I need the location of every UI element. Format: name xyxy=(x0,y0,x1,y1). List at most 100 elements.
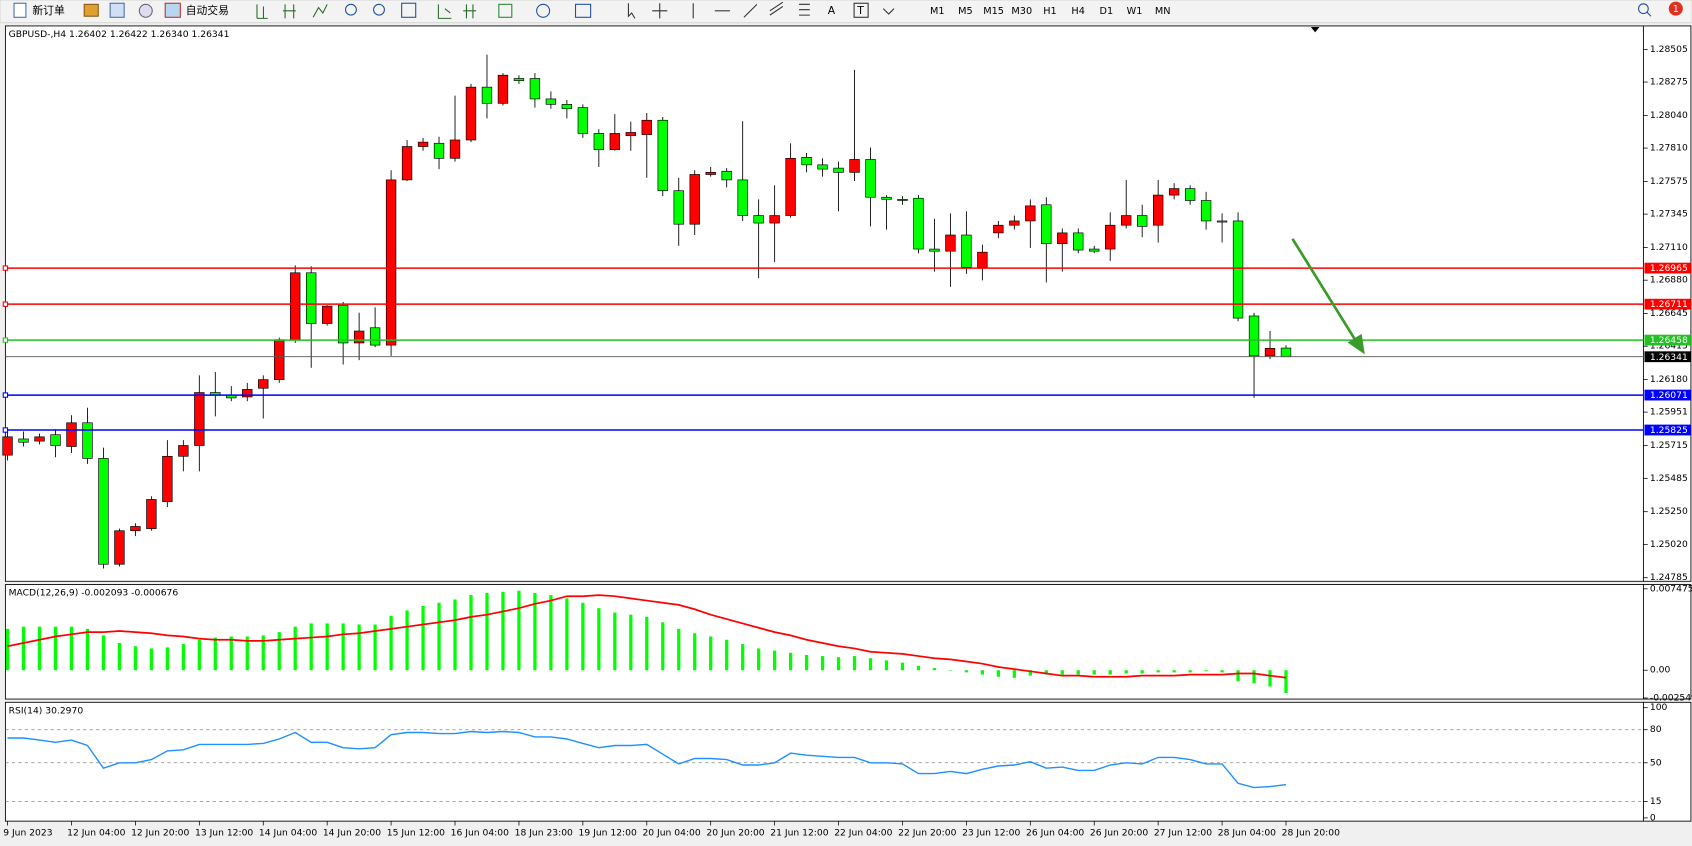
indicator-icon[interactable] xyxy=(498,3,513,18)
candle-body xyxy=(50,434,61,446)
histogram-bar xyxy=(405,610,409,671)
new-order-label[interactable]: 新订单 xyxy=(32,3,65,17)
toolbar-icon[interactable] xyxy=(83,3,99,17)
tile-icon[interactable] xyxy=(401,2,417,18)
zoom-in-icon[interactable] xyxy=(344,3,357,16)
histogram-bar xyxy=(1172,670,1176,673)
candle-body xyxy=(705,172,716,175)
candle-body xyxy=(1089,248,1100,252)
timeframe-button[interactable]: M15 xyxy=(983,6,1004,17)
label-icon[interactable] xyxy=(853,2,869,18)
y-tick-label: 1.28275 xyxy=(1650,77,1688,88)
candle-body xyxy=(833,167,844,173)
level-label-bg xyxy=(1644,262,1691,274)
histogram-bar xyxy=(101,635,106,671)
toolbar-icon[interactable] xyxy=(312,4,328,18)
histogram-bar xyxy=(37,626,42,671)
x-tick-label: 22 Jun 04:00 xyxy=(834,828,892,839)
toolbar-icon[interactable] xyxy=(256,4,268,19)
histogram-bar xyxy=(501,591,505,671)
period-icon[interactable] xyxy=(536,3,551,18)
charts: 1.28505 1.28275 1.28040 1.27810 1.27575 1.273… xyxy=(2,25,1692,839)
histogram-bar xyxy=(804,654,809,671)
histogram-bar xyxy=(1028,670,1032,676)
y-tick-label: 1.25250 xyxy=(1650,506,1688,517)
candle-body xyxy=(993,224,1004,234)
tool-label[interactable]: A xyxy=(828,4,836,17)
y-tick-label: 1.25485 xyxy=(1650,473,1688,484)
candle-body xyxy=(433,142,445,159)
histogram-bar xyxy=(373,624,377,671)
timeframe-button[interactable]: H1 xyxy=(1043,6,1056,17)
cursor-icon[interactable] xyxy=(627,3,636,19)
tool-label[interactable]: T xyxy=(856,4,864,17)
level-label: 1.26965 xyxy=(1650,263,1688,274)
timeframe-button[interactable]: D1 xyxy=(1099,6,1113,17)
new-order-icon[interactable] xyxy=(13,2,27,18)
timeframe-button[interactable]: MN xyxy=(1155,6,1171,17)
histogram-bar xyxy=(485,592,489,671)
toolbar-icon[interactable] xyxy=(282,4,296,19)
auto-trading-label[interactable]: 自动交易 xyxy=(186,3,229,17)
y-tick-label: 1.27575 xyxy=(1650,176,1688,187)
trendline-icon[interactable] xyxy=(743,3,758,18)
candle-body xyxy=(1057,232,1068,244)
candle-body xyxy=(162,455,173,502)
candle-body xyxy=(1105,224,1116,250)
x-tick-label: 14 Jun 20:00 xyxy=(323,828,381,839)
histogram-bar xyxy=(629,614,633,671)
histogram-bar xyxy=(597,608,601,671)
histogram-bar xyxy=(69,626,74,671)
histogram-bar xyxy=(1012,670,1016,678)
timeframe-button[interactable]: W1 xyxy=(1127,6,1143,17)
toolbar-icon[interactable] xyxy=(463,4,477,19)
histogram-bar xyxy=(836,657,841,671)
histogram-bar xyxy=(661,622,665,671)
auto-trading-icon[interactable] xyxy=(164,2,181,18)
histogram-bar xyxy=(1268,670,1272,687)
channel-icon[interactable] xyxy=(769,1,784,16)
candle-body xyxy=(785,157,796,216)
toolbar-icon[interactable] xyxy=(437,4,452,19)
y-tick-label: 50 xyxy=(1650,757,1662,768)
toolbar-icon[interactable] xyxy=(109,2,125,18)
histogram-bar xyxy=(53,626,58,671)
x-tick-label: 27 Jun 12:00 xyxy=(1154,828,1212,839)
y-tick-label: 1.26645 xyxy=(1650,308,1688,319)
level-handle xyxy=(2,301,9,307)
candle-body xyxy=(865,159,876,198)
y-tick-label: 1.27345 xyxy=(1650,209,1688,220)
panel-title: MACD(12,26,9) -0.002093 -0.000676 xyxy=(9,588,179,599)
candle-body xyxy=(881,196,892,200)
histogram-bar xyxy=(948,670,953,671)
candle-body xyxy=(641,119,652,135)
crosshair-icon[interactable] xyxy=(652,3,668,19)
candle-body xyxy=(801,156,812,166)
candle-body xyxy=(146,499,157,529)
timeframe-button[interactable]: M5 xyxy=(958,6,973,17)
axis-area xyxy=(1642,701,1692,822)
candle-body xyxy=(561,104,573,110)
candle-body xyxy=(306,272,317,324)
timeframe-button[interactable]: M1 xyxy=(930,6,945,17)
histogram-bar xyxy=(1284,670,1288,694)
histogram-bar xyxy=(581,602,585,671)
x-tick-label: 21 Jun 12:00 xyxy=(770,828,828,839)
fibo-icon[interactable] xyxy=(799,3,810,16)
search-icon[interactable] xyxy=(1638,3,1649,15)
timeframe-button[interactable]: H4 xyxy=(1071,6,1084,17)
arrows-icon[interactable] xyxy=(882,8,895,15)
template-icon[interactable] xyxy=(574,3,592,18)
histogram-bar xyxy=(693,633,697,671)
zoom-out-icon[interactable] xyxy=(373,3,385,16)
histogram-bar xyxy=(549,595,553,671)
candle-body xyxy=(274,339,285,380)
candle-body xyxy=(817,164,828,170)
timeframe-button[interactable]: M30 xyxy=(1011,6,1032,17)
y-tick-label: 1.27810 xyxy=(1650,143,1688,154)
histogram-bar xyxy=(725,639,729,671)
current-price-label: 1.26341 xyxy=(1650,352,1688,363)
toolbar-icon[interactable] xyxy=(138,3,153,18)
alert-badge[interactable] xyxy=(1668,1,1683,16)
